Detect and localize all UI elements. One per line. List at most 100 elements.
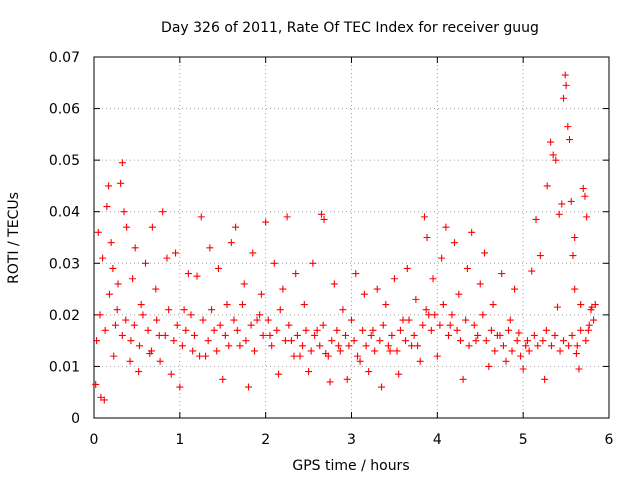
data-point	[300, 301, 308, 309]
data-point	[453, 326, 461, 334]
data-point	[276, 306, 284, 314]
data-point	[425, 311, 433, 319]
data-point	[359, 326, 367, 334]
x-tick-label: 6	[605, 432, 614, 448]
data-point	[552, 156, 560, 164]
data-point	[590, 316, 598, 324]
data-point	[479, 311, 487, 319]
x-tick-label: 3	[347, 432, 356, 448]
data-point	[568, 331, 576, 339]
data-point	[341, 331, 349, 339]
data-point	[236, 342, 244, 350]
data-point	[532, 215, 540, 223]
data-point	[197, 213, 205, 221]
data-point	[367, 331, 375, 339]
data-point	[118, 331, 126, 339]
data-point	[333, 326, 341, 334]
data-point	[396, 326, 404, 334]
data-point	[591, 301, 599, 309]
data-point	[569, 252, 577, 260]
data-point	[114, 280, 122, 288]
data-point	[92, 380, 100, 388]
data-point	[429, 275, 437, 283]
data-point	[427, 326, 435, 334]
data-point	[311, 331, 319, 339]
data-point	[204, 337, 212, 345]
data-point	[202, 352, 210, 360]
y-tick-label: 0	[71, 411, 80, 427]
data-point	[498, 270, 506, 278]
data-point	[558, 200, 566, 208]
data-point	[519, 365, 527, 373]
grid	[94, 57, 609, 418]
data-point	[176, 383, 184, 391]
data-point	[402, 337, 410, 345]
data-point	[371, 347, 379, 355]
data-point	[419, 321, 427, 329]
x-tick-label: 5	[519, 432, 528, 448]
data-point	[577, 326, 585, 334]
data-point	[305, 368, 313, 376]
x-tick-label: 0	[90, 432, 99, 448]
data-point	[285, 321, 293, 329]
data-point	[213, 347, 221, 355]
data-point	[156, 357, 164, 365]
data-point	[129, 275, 137, 283]
data-point	[238, 301, 246, 309]
data-point	[465, 342, 473, 350]
data-point	[182, 326, 190, 334]
data-point	[472, 337, 480, 345]
data-point	[499, 342, 507, 350]
data-point	[530, 331, 538, 339]
data-point	[348, 316, 355, 324]
data-point	[536, 252, 544, 260]
data-point	[356, 357, 364, 365]
data-point	[566, 136, 574, 144]
data-point	[468, 228, 476, 236]
data-point	[324, 352, 332, 360]
data-point	[442, 223, 450, 231]
data-point	[210, 326, 218, 334]
data-point	[446, 321, 454, 329]
data-point	[567, 197, 575, 205]
x-tick-label: 1	[175, 432, 184, 448]
data-point	[439, 301, 447, 309]
data-point	[107, 239, 115, 247]
data-point	[335, 342, 343, 350]
data-point	[253, 316, 261, 324]
data-point	[199, 316, 207, 324]
data-point	[142, 259, 149, 267]
y-tick-label: 0.02	[49, 308, 80, 324]
data-point	[293, 331, 301, 339]
data-point	[275, 370, 283, 378]
data-point	[393, 347, 401, 355]
data-point	[190, 331, 198, 339]
data-point	[299, 342, 307, 350]
data-point	[270, 259, 278, 267]
data-point	[214, 264, 222, 272]
data-point	[547, 138, 555, 146]
data-point	[395, 370, 403, 378]
data-point	[438, 254, 446, 262]
data-point	[482, 337, 490, 345]
data-point	[448, 311, 456, 319]
data-point	[502, 357, 510, 365]
data-point	[184, 270, 192, 278]
data-point	[463, 264, 471, 272]
data-point	[262, 218, 270, 226]
data-point	[173, 321, 181, 329]
data-point	[462, 316, 470, 324]
data-point	[256, 311, 264, 319]
data-point	[219, 375, 227, 383]
data-point	[100, 396, 108, 404]
data-point	[148, 223, 156, 231]
data-point	[135, 368, 143, 376]
data-point	[131, 244, 139, 252]
data-point	[420, 213, 428, 221]
data-point	[155, 331, 163, 339]
data-point	[352, 270, 360, 278]
data-point	[585, 321, 593, 329]
data-point	[365, 368, 373, 376]
y-tick-label: 0.01	[49, 359, 80, 375]
data-point	[120, 208, 128, 216]
